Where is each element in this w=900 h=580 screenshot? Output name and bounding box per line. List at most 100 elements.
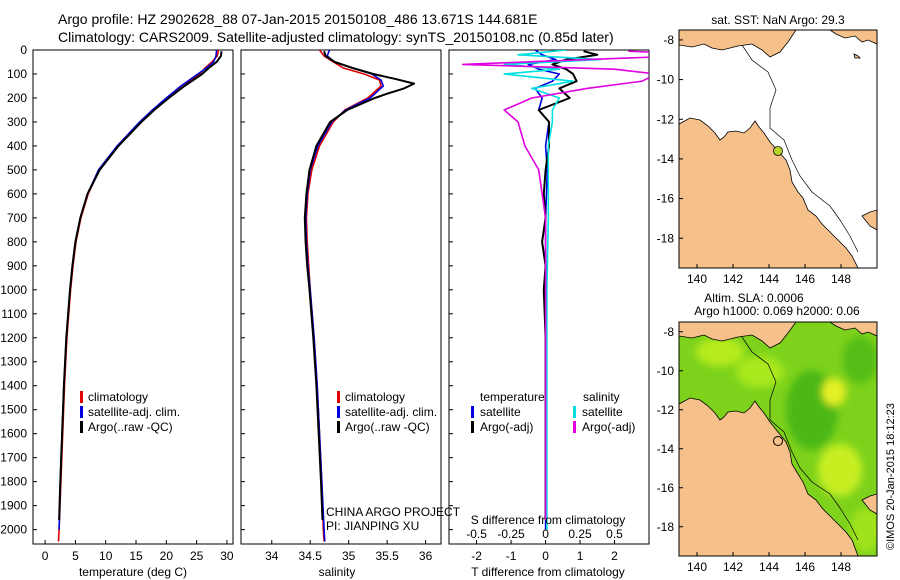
- map-y-tick-label: -16: [657, 481, 675, 495]
- t-tick-label: 1: [577, 549, 584, 563]
- map-y-tick-label: -10: [657, 73, 675, 87]
- difference-legend: temperature salinity satellite Argo(-adj…: [471, 390, 635, 434]
- map2-title-line2: Argo h1000: 0.069 h2000: 0.06: [694, 304, 860, 318]
- map-x-tick-label: 148: [831, 560, 851, 574]
- x-tick-label: 35.5: [375, 549, 399, 563]
- legend-swatch-satellite: [80, 406, 83, 418]
- t-tick-label: 2: [611, 549, 618, 563]
- salinity-legend: climatology satellite-adj. clim. Argo(..…: [337, 390, 437, 434]
- legend-label-argo: Argo(..raw -QC): [88, 420, 173, 434]
- map-y-tick-label: -16: [657, 192, 675, 206]
- header-line2: Climatology: CARS2009. Satellite-adjuste…: [58, 29, 614, 45]
- s-tick-label: 0.5: [606, 527, 623, 541]
- map1-argo-marker: [773, 146, 783, 156]
- map-x-tick-label: 144: [759, 272, 779, 286]
- salinity-lines: [303, 50, 416, 542]
- series-line-argo-raw-qc-: [303, 50, 416, 521]
- depth-tick-label: 1800: [0, 475, 27, 489]
- map1-land-islands: [829, 30, 877, 231]
- difference-xlabel: T difference from climatology: [471, 565, 625, 579]
- x-tick-label: 0: [42, 549, 49, 563]
- depth-tick-label: 1100: [1, 307, 27, 321]
- depth-tick-label: 0: [20, 43, 27, 57]
- depth-tick-label: 1700: [0, 451, 27, 465]
- depth-tick-label: 200: [7, 91, 27, 105]
- series-line-salinity-satellite: [503, 50, 602, 530]
- legend-swatch-climatology: [337, 391, 340, 403]
- temperature-legend: climatology satellite-adj. clim. Argo(..…: [80, 390, 180, 434]
- x-tick-label: 25: [190, 549, 204, 563]
- legend-label-temp-satellite: satellite: [480, 405, 521, 419]
- x-tick-label: 5: [72, 549, 79, 563]
- legend-label-sal-satellite: satellite: [582, 405, 623, 419]
- sla-blotch: [736, 356, 784, 388]
- map-x-tick-label: 140: [687, 272, 707, 286]
- depth-tick-label: 1600: [0, 427, 27, 441]
- depth-tick-label: 1300: [0, 355, 27, 369]
- depth-tick-label: 900: [7, 259, 27, 273]
- legend-swatch-sal-satellite: [573, 406, 576, 418]
- sla-blotch: [696, 338, 744, 366]
- map2-shelf-contour: [741, 336, 859, 541]
- legend-swatch-sal-argo: [573, 421, 576, 433]
- temperature-panel: [32, 49, 234, 545]
- pi-label: PI: JIANPING XU: [326, 519, 419, 533]
- map2: [679, 322, 877, 556]
- x-tick-label: 36: [419, 549, 433, 563]
- legend-label-satellite: satellite-adj. clim.: [88, 405, 180, 419]
- map-x-tick-label: 146: [795, 560, 815, 574]
- map-x-tick-label: 142: [723, 272, 743, 286]
- series-line-argo-raw-qc-: [58, 51, 223, 521]
- difference-lines: [461, 50, 649, 530]
- t-tick-label: -2: [471, 549, 482, 563]
- x-tick-label: 35: [342, 549, 356, 563]
- x-tick-label: 34: [265, 549, 279, 563]
- map-x-tick-label: 142: [723, 560, 743, 574]
- depth-axis: 0 100 200 300 400 500 600 700 800 900 1000 1100 1200…: [0, 43, 453, 537]
- series-line-satellite-adj-clim-: [304, 50, 385, 542]
- legend-label-climatology: climatology: [88, 390, 148, 404]
- legend-label-sal-argo: Argo(-adj): [582, 420, 635, 434]
- map-y-tick-label: -12: [657, 112, 675, 126]
- depth-tick-label: 500: [7, 163, 27, 177]
- map2-frame: [678, 321, 878, 557]
- map-x-tick-label: 148: [831, 272, 851, 286]
- salinity-xlabel: salinity: [319, 565, 356, 579]
- s-tick-label: 0: [542, 527, 549, 541]
- depth-tick-label: 1500: [0, 403, 27, 417]
- s-tick-label: -0.5: [466, 527, 487, 541]
- depth-tick-label: 1900: [0, 499, 27, 513]
- s-tick-label: 0.25: [568, 527, 592, 541]
- x-tick-label: 30: [220, 549, 234, 563]
- map2-land-islands: [829, 322, 877, 515]
- legend-label-temp-argo: Argo(-adj): [480, 420, 533, 434]
- credit-label: ©IMOS 20-Jan-2015 18:12:23: [885, 403, 897, 550]
- series-line-climatology: [305, 50, 382, 542]
- legend-title-temperature: temperature: [480, 390, 545, 404]
- legend-swatch-temp-argo: [471, 421, 474, 433]
- header-line1: Argo profile: HZ 2902628_88 07-Jan-2015 …: [58, 11, 538, 27]
- legend-label-satellite: satellite-adj. clim.: [345, 405, 437, 419]
- depth-tick-label: 700: [7, 211, 27, 225]
- map-x-tick-label: 140: [687, 560, 707, 574]
- map1-land-papua: [679, 30, 797, 58]
- sla-blotch: [822, 378, 846, 406]
- depth-tick-label: 100: [7, 67, 27, 81]
- depth-tick-label: 1400: [0, 379, 27, 393]
- legend-swatch-satellite: [337, 406, 340, 418]
- map-y-tick-label: -18: [657, 231, 675, 245]
- project-label: CHINA ARGO PROJECT: [326, 505, 461, 519]
- difference-xlabel-top: S difference from climatology: [471, 513, 626, 527]
- map2-land-australia: [679, 397, 859, 556]
- legend-swatch-argo: [337, 421, 340, 433]
- series-line-salinity-argo-adj-: [461, 50, 649, 520]
- legend-swatch-temp-satellite: [471, 406, 474, 418]
- map-y-tick-label: -14: [657, 152, 675, 166]
- depth-tick-label: 600: [7, 187, 27, 201]
- x-tick-label: 34.5: [299, 549, 323, 563]
- map-x-tick-label: 144: [759, 560, 779, 574]
- map2-title-line1: Altim. SLA: 0.0006: [704, 291, 804, 305]
- map2-land-papua: [679, 322, 797, 349]
- difference-panel: [448, 49, 650, 545]
